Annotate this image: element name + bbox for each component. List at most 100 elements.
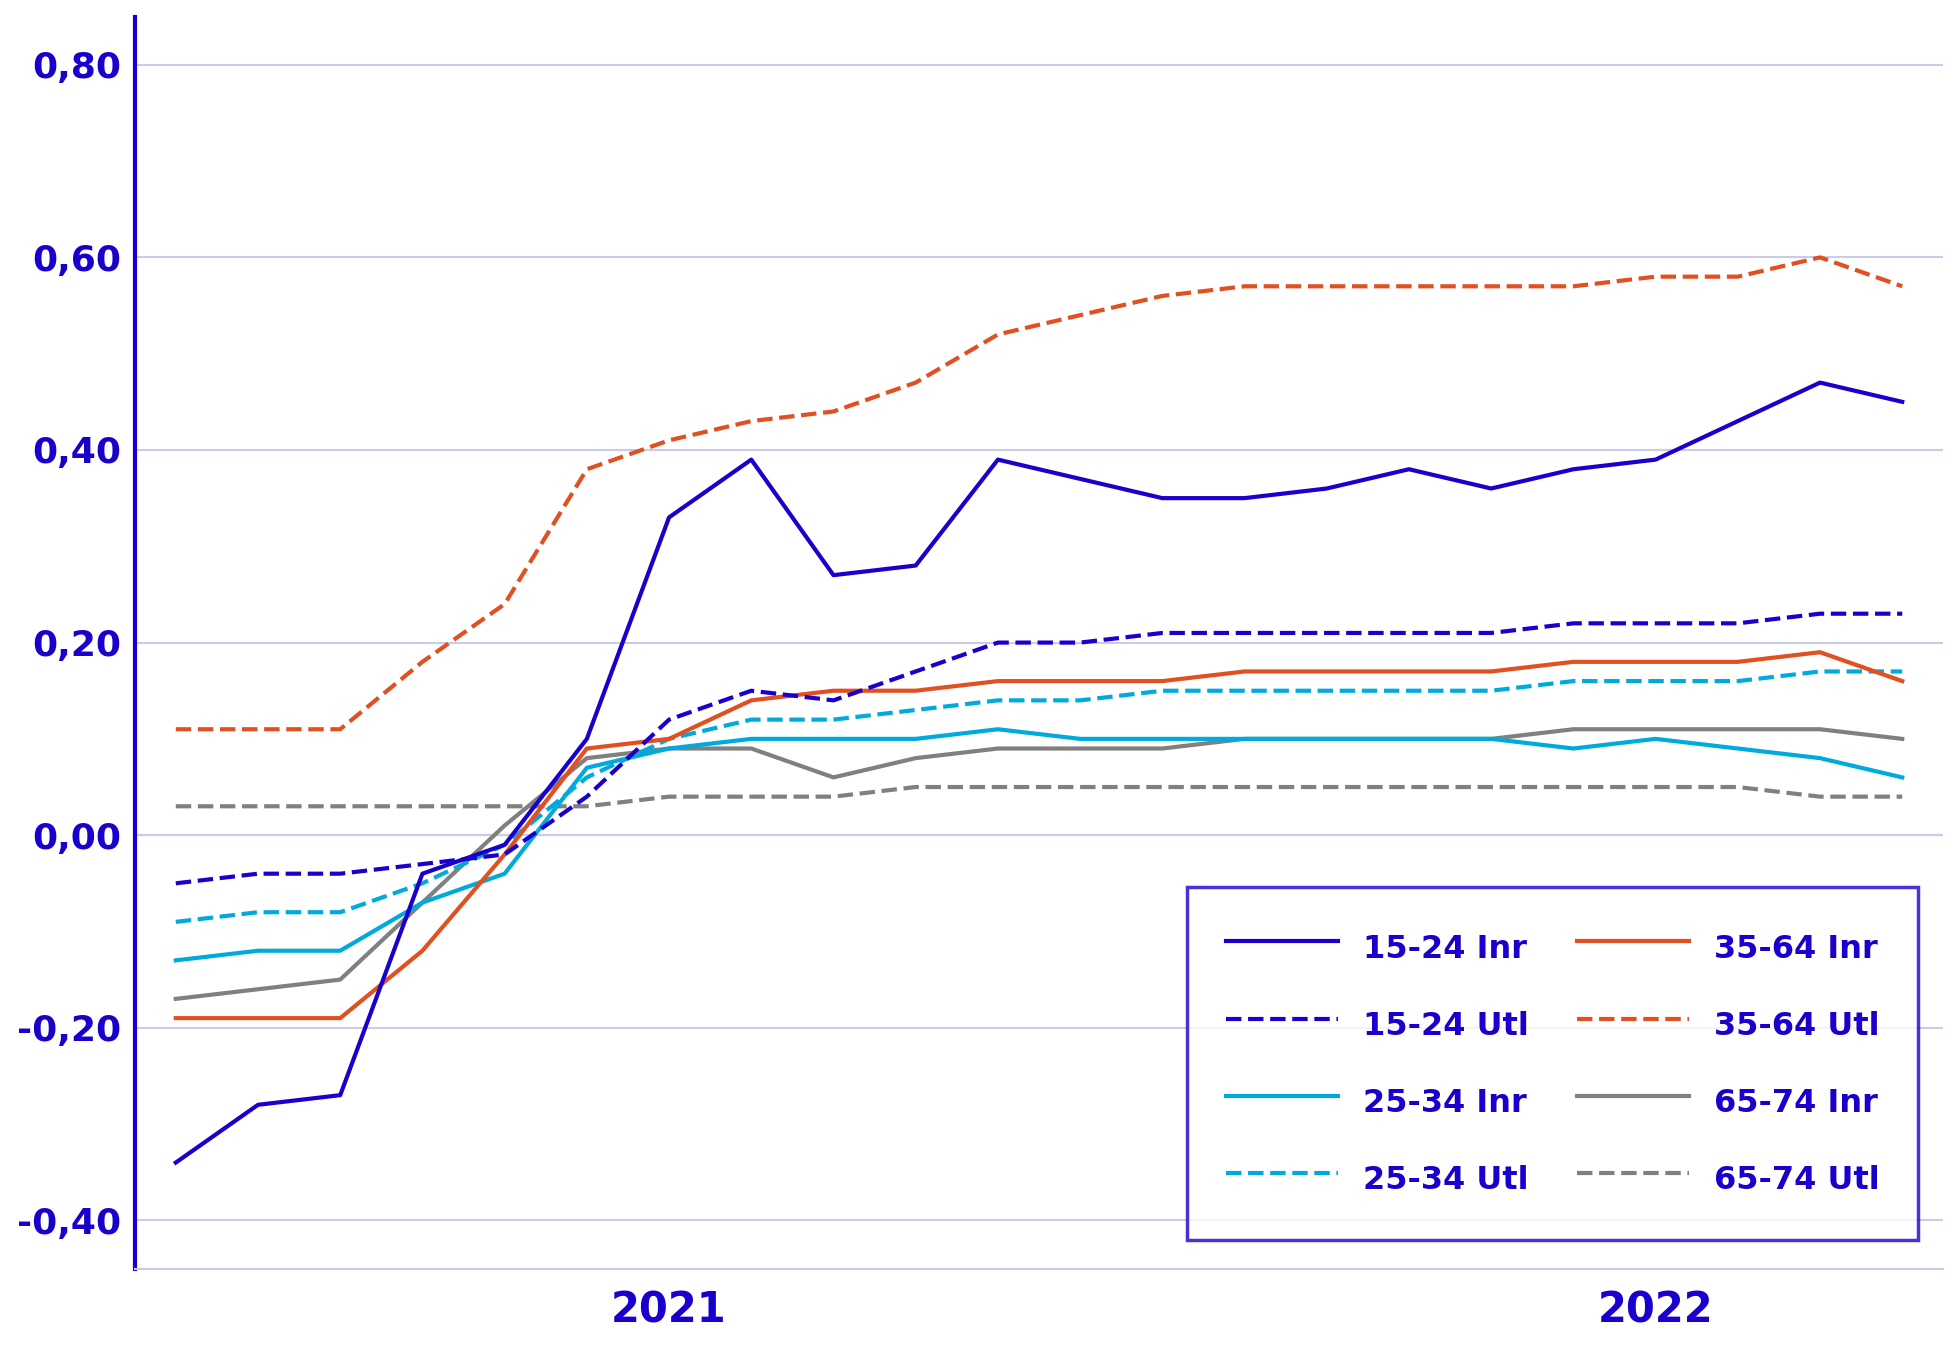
25-34 Utl <box>329 905 353 921</box>
35-64 Inr <box>657 731 680 747</box>
35-64 Inr <box>1315 663 1339 679</box>
35-64 Inr <box>574 740 598 756</box>
Line: 65-74 Inr: 65-74 Inr <box>176 729 1903 999</box>
15-24 Inr <box>904 558 927 574</box>
25-34 Inr <box>1562 740 1586 756</box>
25-34 Utl <box>1397 682 1421 698</box>
65-74 Utl <box>1397 779 1421 795</box>
25-34 Utl <box>1233 682 1256 698</box>
Line: 15-24 Utl: 15-24 Utl <box>176 613 1903 883</box>
65-74 Utl <box>1151 779 1174 795</box>
35-64 Utl <box>574 461 598 477</box>
25-34 Inr <box>492 865 515 882</box>
25-34 Utl <box>986 693 1009 709</box>
25-34 Inr <box>1644 731 1668 747</box>
25-34 Utl <box>1068 693 1092 709</box>
65-74 Inr <box>986 740 1009 756</box>
35-64 Inr <box>986 673 1009 689</box>
15-24 Utl <box>1480 625 1503 642</box>
25-34 Inr <box>821 731 845 747</box>
15-24 Utl <box>1068 635 1092 651</box>
35-64 Inr <box>1644 654 1668 670</box>
35-64 Inr <box>739 693 762 709</box>
15-24 Inr <box>247 1097 270 1113</box>
65-74 Inr <box>739 740 762 756</box>
35-64 Utl <box>329 721 353 737</box>
25-34 Inr <box>739 731 762 747</box>
35-64 Utl <box>165 721 188 737</box>
35-64 Utl <box>739 412 762 429</box>
15-24 Utl <box>1809 605 1833 621</box>
25-34 Inr <box>904 731 927 747</box>
35-64 Inr <box>165 1010 188 1026</box>
25-34 Utl <box>492 837 515 853</box>
35-64 Inr <box>1727 654 1750 670</box>
15-24 Utl <box>1233 625 1256 642</box>
35-64 Inr <box>1562 654 1586 670</box>
65-74 Utl <box>904 779 927 795</box>
35-64 Utl <box>1562 278 1586 294</box>
35-64 Utl <box>1480 278 1503 294</box>
35-64 Inr <box>247 1010 270 1026</box>
15-24 Inr <box>986 452 1009 468</box>
25-34 Inr <box>1151 731 1174 747</box>
25-34 Utl <box>821 712 845 728</box>
15-24 Inr <box>657 510 680 526</box>
15-24 Inr <box>165 1154 188 1170</box>
65-74 Utl <box>1809 789 1833 805</box>
25-34 Inr <box>1315 731 1339 747</box>
65-74 Utl <box>1891 789 1915 805</box>
35-64 Utl <box>1644 268 1668 284</box>
65-74 Utl <box>412 798 435 814</box>
65-74 Utl <box>657 789 680 805</box>
35-64 Inr <box>1151 673 1174 689</box>
35-64 Utl <box>1809 249 1833 266</box>
65-74 Inr <box>247 981 270 998</box>
35-64 Utl <box>821 403 845 419</box>
25-34 Utl <box>1891 663 1915 679</box>
15-24 Utl <box>329 865 353 882</box>
35-64 Utl <box>1397 278 1421 294</box>
15-24 Utl <box>821 693 845 709</box>
25-34 Utl <box>412 875 435 891</box>
65-74 Utl <box>492 798 515 814</box>
25-34 Inr <box>329 942 353 958</box>
35-64 Utl <box>657 433 680 449</box>
65-74 Inr <box>1233 731 1256 747</box>
65-74 Utl <box>1315 779 1339 795</box>
35-64 Inr <box>1068 673 1092 689</box>
15-24 Utl <box>1891 605 1915 621</box>
35-64 Inr <box>1891 673 1915 689</box>
15-24 Inr <box>1727 412 1750 429</box>
25-34 Inr <box>247 942 270 958</box>
65-74 Inr <box>329 972 353 988</box>
65-74 Utl <box>329 798 353 814</box>
65-74 Inr <box>492 817 515 833</box>
65-74 Utl <box>1068 779 1092 795</box>
15-24 Inr <box>412 865 435 882</box>
Line: 25-34 Inr: 25-34 Inr <box>176 729 1903 960</box>
15-24 Inr <box>1233 491 1256 507</box>
Legend: 15-24 Inr, 15-24 Utl, 25-34 Inr, 25-34 Utl, 35-64 Inr, 35-64 Utl, 65-74 Inr, 65-: 15-24 Inr, 15-24 Utl, 25-34 Inr, 25-34 U… <box>1188 887 1919 1240</box>
65-74 Utl <box>739 789 762 805</box>
15-24 Inr <box>1644 452 1668 468</box>
65-74 Utl <box>821 789 845 805</box>
15-24 Utl <box>165 875 188 891</box>
65-74 Inr <box>1727 721 1750 737</box>
65-74 Inr <box>1480 731 1503 747</box>
15-24 Utl <box>739 682 762 698</box>
35-64 Inr <box>821 682 845 698</box>
35-64 Utl <box>1315 278 1339 294</box>
15-24 Inr <box>1891 394 1915 410</box>
25-34 Inr <box>657 740 680 756</box>
15-24 Utl <box>412 856 435 872</box>
25-34 Utl <box>247 905 270 921</box>
65-74 Utl <box>247 798 270 814</box>
25-34 Utl <box>1809 663 1833 679</box>
65-74 Utl <box>574 798 598 814</box>
Line: 35-64 Inr: 35-64 Inr <box>176 652 1903 1018</box>
65-74 Utl <box>1233 779 1256 795</box>
15-24 Inr <box>574 731 598 747</box>
35-64 Utl <box>1891 278 1915 294</box>
25-34 Inr <box>1233 731 1256 747</box>
